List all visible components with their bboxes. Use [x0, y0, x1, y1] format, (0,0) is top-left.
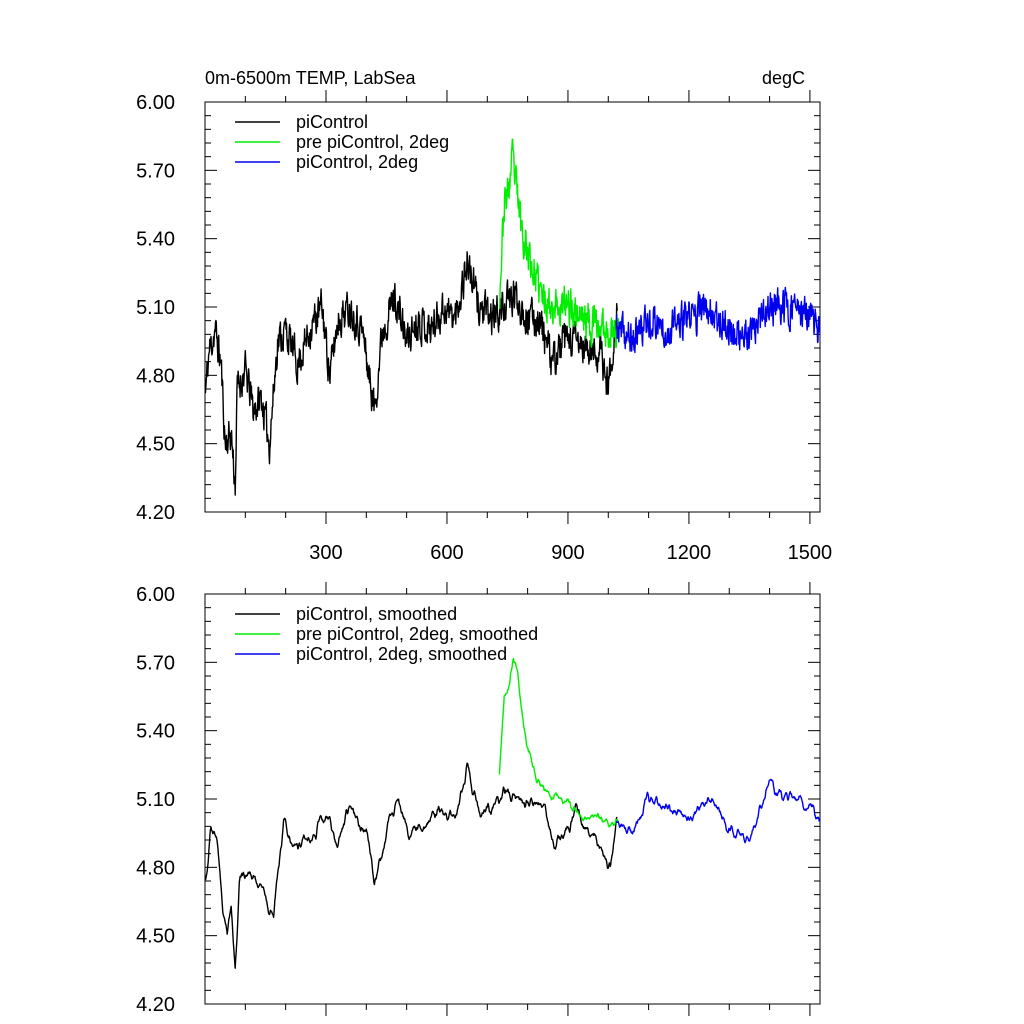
legend-label-2: piControl, 2deg: [296, 152, 418, 172]
y-tick-label: 4.20: [136, 502, 175, 524]
y-tick-label: 5.40: [136, 721, 175, 743]
y-tick-label: 4.50: [136, 434, 175, 456]
legend-label-0: piControl: [296, 112, 368, 132]
y-tick-label: 4.80: [136, 365, 175, 387]
legend-label-1: pre piControl, 2deg, smoothed: [296, 624, 538, 644]
chart-title: 0m-6500m TEMP, LabSea: [205, 68, 416, 88]
series-line-2: [615, 286, 821, 354]
y-tick-label: 5.40: [136, 229, 175, 251]
series-line-1: [498, 657, 620, 828]
series-line-0: [204, 762, 618, 969]
y-tick-label: 5.70: [136, 160, 175, 182]
top-panel: 4.20 4.50 4.80 5.10 5.40 5.70 6.00 300 600 900 120…: [136, 68, 832, 564]
x-tick-label: 1200: [667, 542, 712, 564]
y-tick-label: 4.80: [136, 857, 175, 879]
y-tick-label: 5.10: [136, 297, 175, 319]
y-tick-label: 4.50: [136, 926, 175, 948]
series-line-0: [204, 251, 618, 496]
x-tick-label: 1500: [788, 542, 833, 564]
x-tick-label: 300: [309, 542, 342, 564]
y-tick-label: 6.00: [136, 584, 175, 606]
y-tick-label: 6.00: [136, 92, 175, 114]
legend-label-1: pre piControl, 2deg: [296, 132, 449, 152]
x-tick-label: 600: [430, 542, 463, 564]
legend-label-2: piControl, 2deg, smoothed: [296, 644, 507, 664]
series-line-1: [498, 138, 620, 349]
x-tick-label: 900: [551, 542, 584, 564]
y-tick-label: 5.10: [136, 789, 175, 811]
chart-units: degC: [762, 68, 805, 88]
y-tick-label: 4.20: [136, 994, 175, 1016]
legend-label-0: piControl, smoothed: [296, 604, 457, 624]
series-line-2: [615, 778, 821, 844]
bottom-panel: 4.20 4.50 4.80 5.10 5.40 5.70 6.00 piControl, s…: [136, 582, 821, 1016]
y-tick-label: 5.70: [136, 652, 175, 674]
